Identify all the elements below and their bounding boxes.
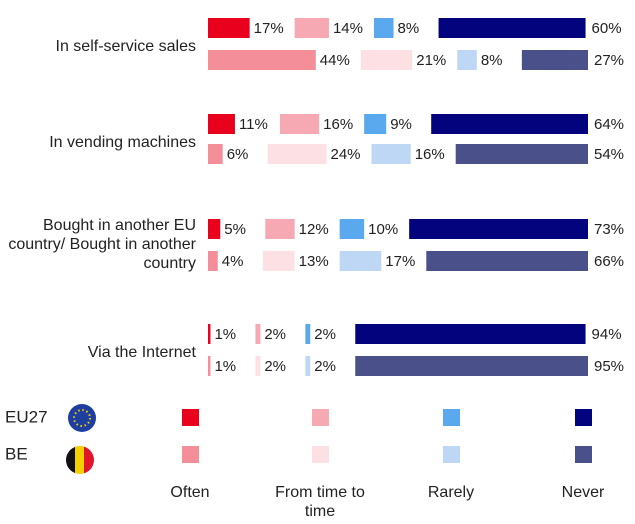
value-label: 2% [264,358,286,375]
legend-swatch [443,446,460,463]
legend-swatch [575,409,592,426]
bar [265,219,295,239]
bar [371,144,411,164]
bar [279,114,320,134]
value-label: 24% [331,146,361,163]
value-label: 2% [314,326,336,343]
bar [339,251,382,271]
value-label: 17% [385,253,415,270]
value-label: 2% [264,326,286,343]
be-flag [66,446,94,474]
legend-swatch [312,409,329,426]
category-label-box: In self-service sales [55,37,197,55]
bar [262,251,295,271]
bar [305,324,311,344]
bar [255,356,261,376]
value-label: 6% [227,146,249,163]
bar [208,50,316,70]
bar [438,18,586,38]
group-label: EU27 [5,407,48,426]
legend-label: Never [561,484,605,501]
value-label: 16% [323,116,353,133]
bar [339,219,365,239]
bar [208,114,235,134]
category-label: Bought in another EU country/ Bought in … [8,216,196,272]
value-label: 16% [415,146,445,163]
group-label: BE [5,444,28,463]
value-label: 14% [333,20,363,37]
bar [294,18,329,38]
value-label: 17% [254,20,284,37]
value-label: 73% [594,221,624,238]
bar [305,356,311,376]
bar [360,50,413,70]
legend-swatch [575,446,592,463]
value-label: 1% [214,326,236,343]
bar [267,144,327,164]
bar [373,18,394,38]
value-label: 54% [594,146,624,163]
bar [208,324,211,344]
value-label: 1% [214,358,236,375]
category-label: Via the Internet [87,343,196,361]
legend-label: From time to time [275,484,365,520]
legend-swatch [443,409,460,426]
value-label: 13% [299,253,329,270]
value-label: 64% [594,116,624,133]
bar [208,144,223,164]
legend-label: Rarely [427,484,475,501]
value-label: 60% [592,20,622,37]
value-label: 95% [594,358,624,375]
value-label: 27% [594,52,624,69]
value-label: 66% [594,253,624,270]
bar [355,324,586,344]
value-label: 5% [224,221,246,238]
bar [455,144,588,164]
bar [426,251,588,271]
value-label: 11% [239,116,268,133]
bar [208,251,218,271]
legend-label-box: Often [170,484,210,501]
bar [364,114,387,134]
bar [431,114,588,134]
legend-swatch [182,409,199,426]
legend-label-box: Never [561,484,605,501]
category-label-box: Via the Internet [87,343,196,361]
value-label: 9% [390,116,412,133]
value-label: 2% [314,358,336,375]
value-label: 8% [481,52,503,69]
value-label: 10% [368,221,398,238]
legend-label-box: Rarely [427,484,475,501]
legend-swatch [312,446,329,463]
bar [409,219,588,239]
bar [355,356,588,376]
value-label: 44% [320,52,350,69]
bar [208,219,221,239]
bar [208,356,211,376]
bar [208,18,250,38]
category-label-box: In vending machines [49,133,196,151]
legend-label-box: From time to time [275,484,365,520]
category-label: In self-service sales [55,37,197,55]
bar [255,324,261,344]
legend-swatch [182,446,199,463]
value-label: 12% [299,221,329,238]
bar [457,50,477,70]
bar [521,50,588,70]
value-label: 94% [592,326,622,343]
value-label: 21% [416,52,446,69]
value-label: 4% [222,253,244,270]
value-label: 8% [398,20,420,37]
legend-label: Often [170,484,210,501]
category-label-box: Bought in another EU country/ Bought in … [8,216,196,272]
category-label: In vending machines [49,133,196,151]
eu-flag [68,404,96,432]
